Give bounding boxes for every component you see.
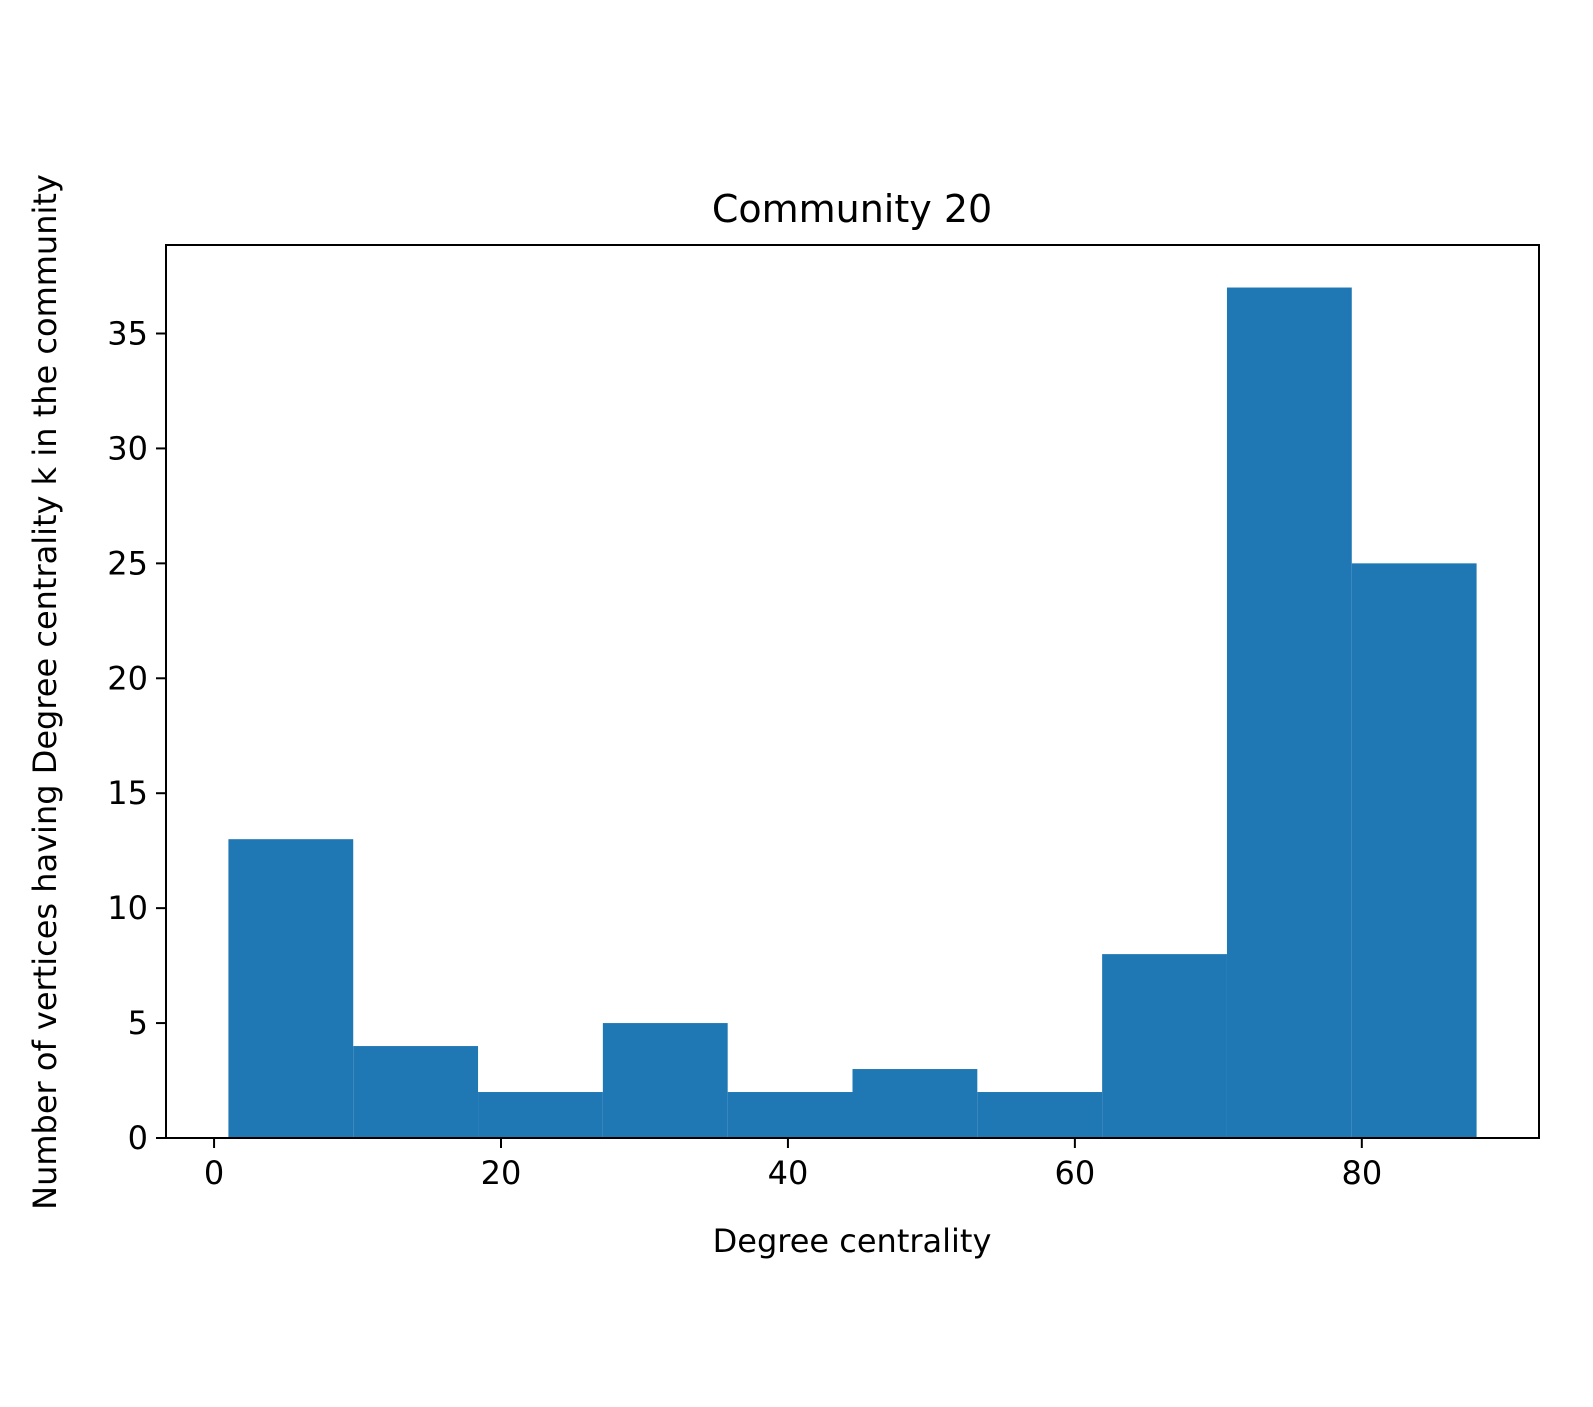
x-tick-label: 20	[481, 1154, 522, 1192]
y-tick-label: 30	[107, 429, 148, 467]
y-tick-label: 5	[128, 1004, 148, 1042]
bar	[1226, 287, 1352, 1138]
y-tick-label: 10	[107, 889, 148, 927]
y-tick-label: 15	[107, 774, 148, 812]
y-axis-label: Number of vertices having Degree central…	[26, 174, 64, 1210]
bar	[228, 839, 354, 1138]
bar	[852, 1069, 978, 1138]
x-tick-label: 0	[204, 1154, 224, 1192]
bar	[353, 1046, 479, 1138]
bar	[1102, 954, 1227, 1138]
bar	[1351, 563, 1477, 1138]
x-tick-label: 40	[768, 1154, 809, 1192]
y-tick-label: 20	[107, 659, 148, 697]
bar	[727, 1092, 853, 1138]
bar	[602, 1023, 728, 1138]
x-axis-label: Degree centrality	[713, 1222, 992, 1260]
bar	[977, 1092, 1103, 1138]
chart-title: Community 20	[712, 187, 992, 231]
plot-frame	[165, 244, 1540, 1139]
y-tick-label: 0	[128, 1119, 148, 1157]
bar	[478, 1092, 603, 1138]
x-tick-label: 80	[1341, 1154, 1382, 1192]
y-tick-label: 25	[107, 544, 148, 582]
x-tick-label: 60	[1055, 1154, 1096, 1192]
y-tick-label: 35	[107, 314, 148, 352]
